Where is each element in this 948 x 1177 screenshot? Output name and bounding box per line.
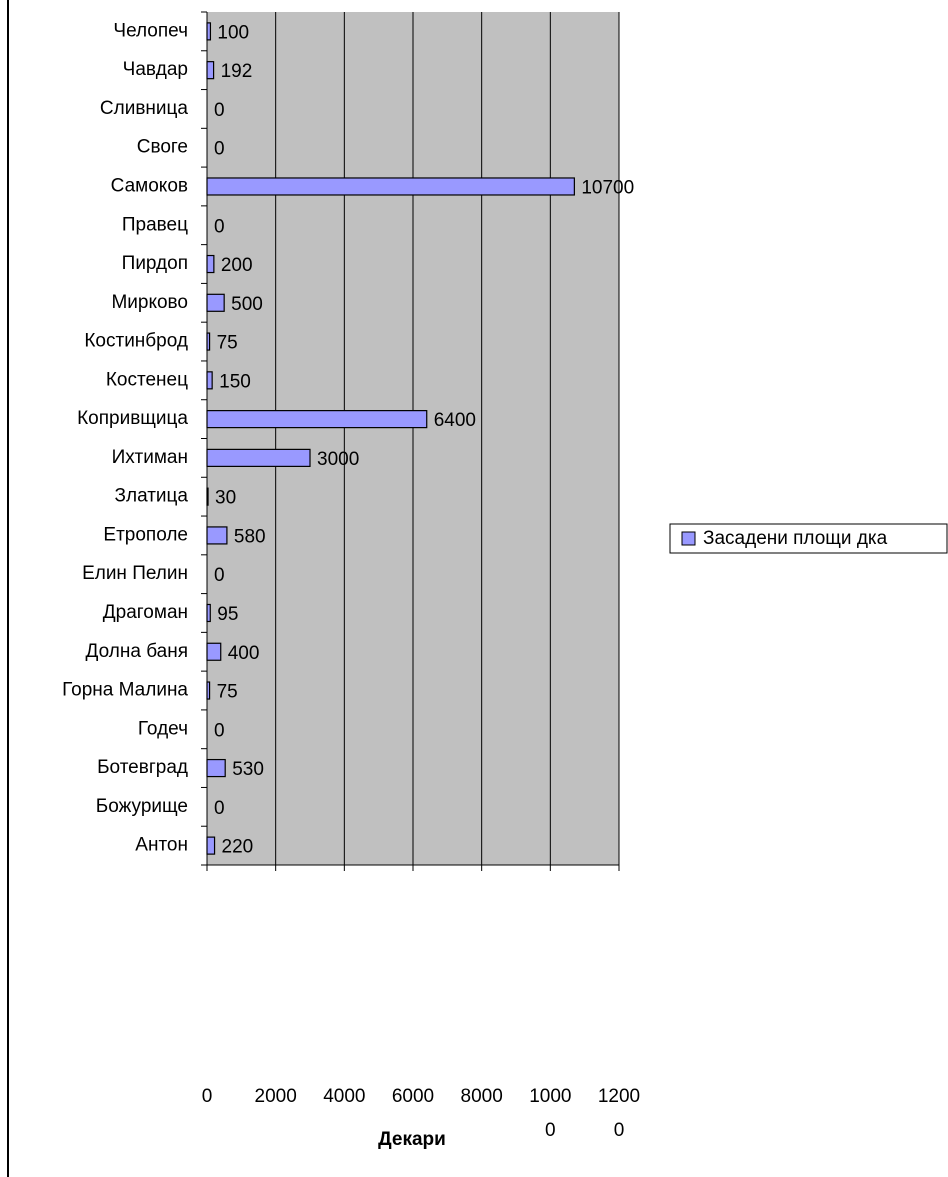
x-tick-label: 2000 [255,1086,297,1107]
x-tick-label-part: 0 [545,1120,556,1141]
y-tick-label: Ботевград [97,757,188,778]
bar [206,681,211,700]
bar [206,642,222,661]
legend-label: Засадени площи дка [703,528,888,549]
bar [206,603,211,623]
bar [206,487,209,506]
y-tick-label: Мирково [111,292,188,313]
y-tick-label: Костенец [106,369,188,390]
y-tick-label: Чавдар [123,59,188,80]
y-tick-label: Правец [122,214,188,235]
x-tick-label-part: 1000 [529,1086,571,1107]
data-label: 0 [214,139,225,160]
y-tick-label: Златица [115,486,189,507]
bar [206,526,228,545]
bar [206,61,215,80]
x-tick-label: 4000 [323,1086,365,1107]
data-label: 10700 [581,177,634,198]
data-label: 150 [219,371,251,392]
y-tick-label: Божурище [96,796,188,817]
data-label: 220 [222,837,254,858]
data-label: 192 [221,61,253,82]
bar [206,448,311,467]
data-label: 3000 [317,449,359,470]
x-tick-label: 1000 0 [529,1086,571,1141]
data-label: 580 [234,526,266,547]
x-tick-label: 6000 [392,1086,434,1107]
x-tick-label: 8000 [461,1086,503,1107]
x-axis-title: Декари [378,1129,446,1150]
y-tick-label: Своге [137,137,188,158]
data-label: 100 [217,22,249,43]
data-label: 0 [214,720,225,741]
data-label: 95 [217,604,238,625]
data-label: 200 [221,255,253,276]
bar [206,758,226,778]
data-label: 0 [214,798,225,819]
data-label: 75 [217,333,238,354]
bar [206,22,212,41]
legend-box [669,523,948,554]
y-tick-label: Етрополе [103,524,188,545]
x-tick-label: 0 [202,1086,213,1107]
data-label: 400 [228,643,260,664]
bar [206,293,225,312]
data-label: 530 [232,759,264,780]
y-tick-label: Елин Пелин [82,563,188,584]
bar [206,410,428,429]
y-tick-label: Копривщица [77,408,188,429]
bar [206,332,211,351]
bar [206,177,575,196]
x-tick-label: 1200 0 [598,1086,640,1141]
data-label: 0 [214,100,225,121]
x-tick-label-part: 1200 [598,1086,640,1107]
y-tick-label: Пирдоп [122,253,188,274]
data-label: 30 [215,488,236,509]
data-label: 75 [217,682,238,703]
bar [206,836,216,855]
y-tick-label: Драгоман [103,602,188,623]
y-tick-label: Горна Малина [62,680,188,701]
y-tick-label: Ихтиман [112,447,188,468]
y-tick-label: Годеч [138,718,188,739]
data-label: 0 [214,216,225,237]
y-tick-label: Антон [135,835,188,856]
bar [206,254,215,274]
y-tick-label: Костинброд [84,331,188,352]
legend-swatch [681,531,696,546]
bar [206,371,213,390]
data-label: 6400 [434,410,476,431]
x-tick-label-part: 0 [614,1120,625,1141]
data-label: 0 [214,565,225,586]
y-tick-label: Самоков [111,175,188,196]
y-tick-label: Сливница [100,98,189,119]
data-label: 500 [231,294,263,315]
y-tick-label: Челопеч [113,20,188,41]
y-tick-label: Долна баня [86,641,188,662]
